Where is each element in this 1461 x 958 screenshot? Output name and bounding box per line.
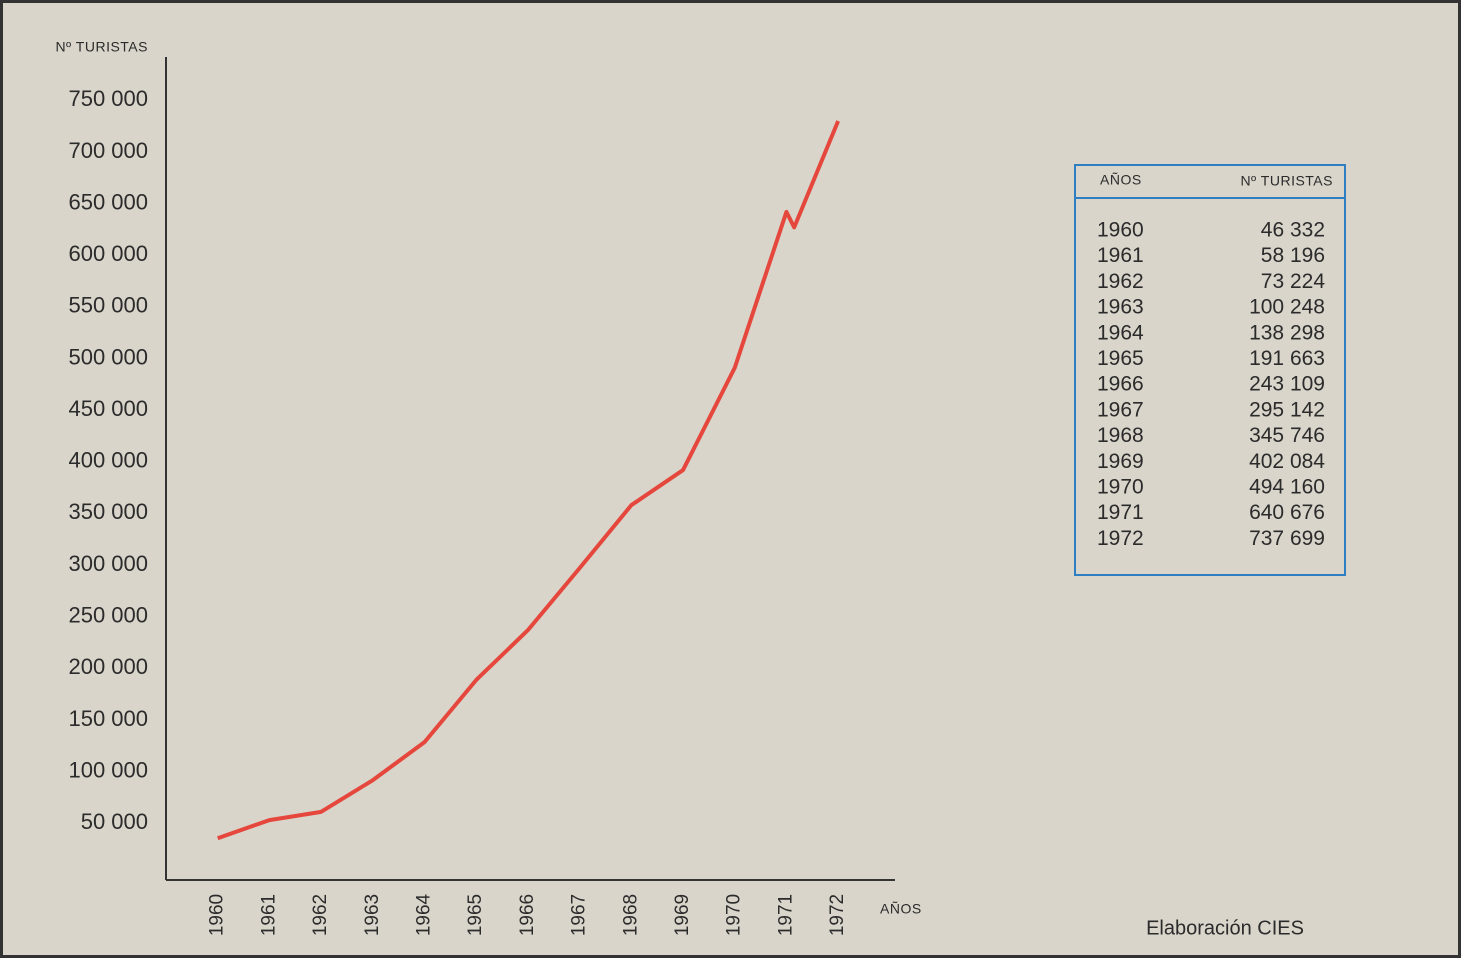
x-axis-label: AÑOS <box>880 901 922 917</box>
table-value: 402 084 <box>1249 450 1325 473</box>
x-tick-label: 1970 <box>724 894 745 936</box>
y-tick-label: 450 000 <box>68 396 148 421</box>
y-tick-label: 350 000 <box>68 499 148 524</box>
table-year: 1969 <box>1097 450 1144 473</box>
table-value: 100 248 <box>1249 296 1325 319</box>
table-value: 73 224 <box>1261 270 1326 293</box>
x-tick-label: 1969 <box>672 894 693 936</box>
y-tick-label: 150 000 <box>68 706 148 731</box>
y-tick-label: 500 000 <box>68 344 148 369</box>
table-year: 1963 <box>1097 296 1144 319</box>
table-year: 1965 <box>1097 347 1144 370</box>
x-tick-label: 1965 <box>465 894 486 936</box>
x-tick-label: 1960 <box>207 894 228 936</box>
source: Elaboración CIES <box>1146 917 1304 939</box>
table-header: Nº TURISTAS <box>1240 173 1333 189</box>
table-year: 1961 <box>1097 244 1144 267</box>
y-tick-label: 400 000 <box>68 448 148 473</box>
y-tick-label: 250 000 <box>68 602 148 627</box>
y-tick-label: 550 000 <box>68 293 148 318</box>
x-tick-label: 1964 <box>414 893 435 936</box>
x-tick-label: 1967 <box>569 894 590 936</box>
y-tick-label: 650 000 <box>68 189 148 214</box>
y-tick-label: 300 000 <box>68 551 148 576</box>
table-value: 138 298 <box>1249 321 1325 344</box>
table-value: 295 142 <box>1249 398 1325 421</box>
table-box <box>1074 164 1346 576</box>
table-year: 1972 <box>1097 527 1144 550</box>
x-tick-label: 1966 <box>517 894 538 936</box>
table-value: 640 676 <box>1249 501 1325 524</box>
x-tick-label: 1971 <box>775 894 796 936</box>
y-tick-label: 700 000 <box>68 138 148 163</box>
y-tick-label: 600 000 <box>68 241 148 266</box>
table-header: AÑOS <box>1100 172 1142 188</box>
x-tick-label: 1962 <box>310 894 331 936</box>
y-axis-label: Nº TURISTAS <box>55 39 148 55</box>
table-value: 191 663 <box>1249 347 1325 370</box>
y-tick-label: 200 000 <box>68 654 148 679</box>
table-value: 737 699 <box>1249 527 1325 550</box>
line <box>217 120 840 841</box>
table-year: 1964 <box>1097 321 1144 344</box>
x-tick-label: 1972 <box>827 894 848 936</box>
table-year: 1968 <box>1097 424 1144 447</box>
y-tick-label: 50 000 <box>81 809 148 834</box>
table-year: 1971 <box>1097 501 1144 524</box>
table-year: 1966 <box>1097 373 1144 396</box>
table-value: 494 160 <box>1249 476 1325 499</box>
table-year: 1967 <box>1097 398 1144 421</box>
table-value: 58 196 <box>1261 244 1325 267</box>
table-year: 1970 <box>1097 476 1144 499</box>
table-value: 243 109 <box>1249 373 1325 396</box>
x-tick-label: 1968 <box>620 894 641 936</box>
table-value: 46 332 <box>1261 219 1325 242</box>
table-year: 1962 <box>1097 270 1144 293</box>
table-year: 1960 <box>1097 219 1144 242</box>
x-tick-label: 1961 <box>258 894 279 936</box>
y-tick-label: 750 000 <box>68 86 148 111</box>
y-tick-label: 100 000 <box>68 757 148 782</box>
x-tick-label: 1963 <box>362 894 383 936</box>
table-value: 345 746 <box>1249 424 1325 447</box>
